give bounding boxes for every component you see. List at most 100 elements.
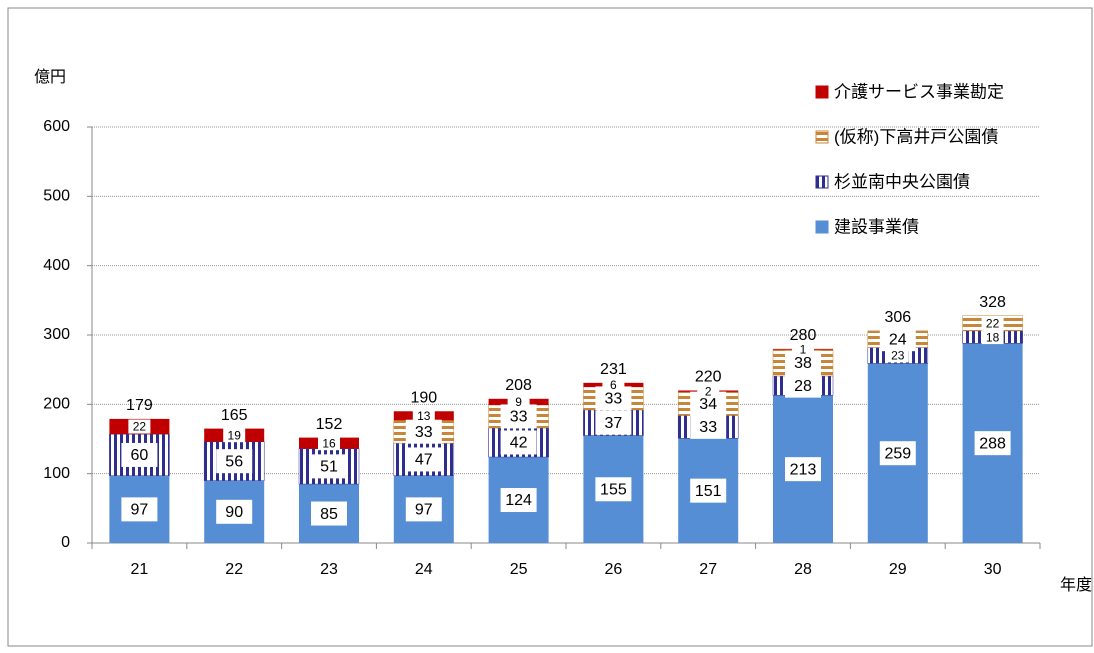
- value-label-bg: [223, 428, 246, 443]
- value-label-bg: [412, 408, 435, 423]
- value-label-bg: [690, 478, 727, 503]
- value-label: 151: [695, 483, 722, 500]
- value-label: 34: [699, 396, 717, 413]
- value-label-bg: [792, 342, 814, 357]
- value-label: 22: [986, 316, 1000, 330]
- x-tick-label: 22: [225, 561, 243, 578]
- total-label: 306: [884, 309, 911, 326]
- y-tick-label: 0: [61, 534, 70, 551]
- value-label-bg: [697, 384, 720, 399]
- x-axis-label: 年度: [1060, 576, 1092, 594]
- total-label: 190: [410, 389, 437, 406]
- value-label-bg: [405, 447, 442, 472]
- legend-label: 介護サービス事業勘定: [834, 82, 1004, 101]
- value-label-bg: [128, 419, 151, 434]
- value-label-bg: [595, 477, 632, 502]
- y-tick-label: 100: [43, 465, 70, 482]
- value-label: 85: [320, 506, 338, 523]
- value-label-bg: [318, 436, 340, 451]
- total-label: 231: [600, 361, 627, 378]
- y-tick-label: 400: [43, 257, 70, 274]
- value-label: 33: [699, 419, 717, 436]
- value-label: 51: [320, 459, 338, 476]
- value-label-bg: [500, 488, 537, 513]
- x-tick-label: 27: [699, 561, 717, 578]
- value-label: 33: [415, 424, 433, 441]
- y-tick-label: 600: [43, 118, 70, 135]
- value-label: 38: [794, 355, 812, 372]
- value-label-bg: [216, 499, 253, 524]
- value-label: 9: [515, 395, 522, 409]
- x-tick-label: 21: [131, 561, 149, 578]
- value-label: 33: [510, 409, 528, 426]
- value-label-bg: [595, 410, 632, 435]
- value-label: 60: [131, 447, 149, 464]
- value-label: 90: [225, 504, 243, 521]
- value-label: 18: [986, 330, 1000, 344]
- total-label: 152: [316, 416, 343, 433]
- total-label: 280: [790, 327, 817, 344]
- value-label: 16: [322, 436, 336, 450]
- total-label: 208: [505, 377, 532, 394]
- value-label: 13: [417, 409, 431, 423]
- value-label-bg: [879, 441, 916, 466]
- legend-marker: [815, 130, 829, 144]
- total-label: 328: [979, 294, 1006, 311]
- legend-label: 建設事業債: [834, 217, 919, 236]
- value-label: 23: [891, 349, 905, 363]
- value-label: 19: [228, 428, 242, 442]
- value-label: 2: [705, 384, 712, 398]
- legend-marker: [815, 85, 829, 99]
- value-label: 28: [794, 378, 812, 395]
- value-label-bg: [879, 327, 916, 352]
- value-label: 97: [131, 502, 149, 519]
- y-tick-label: 200: [43, 396, 70, 413]
- value-label: 6: [610, 378, 617, 392]
- x-tick-label: 23: [320, 561, 338, 578]
- x-tick-label: 29: [889, 561, 907, 578]
- y-tick-label: 300: [43, 326, 70, 343]
- value-label: 97: [415, 502, 433, 519]
- x-tick-label: 28: [794, 561, 812, 578]
- value-label: 213: [790, 461, 817, 478]
- value-label-bg: [405, 419, 442, 444]
- value-label-bg: [216, 449, 253, 474]
- value-label-bg: [500, 430, 537, 455]
- y-axis-label: 億円: [34, 68, 66, 86]
- x-tick-label: 25: [510, 561, 528, 578]
- value-label-bg: [405, 497, 442, 522]
- x-tick-label: 30: [984, 561, 1002, 578]
- value-label: 42: [510, 435, 528, 452]
- frame: [7, 7, 1093, 647]
- value-label: 288: [979, 435, 1006, 452]
- value-label-bg: [121, 497, 158, 522]
- value-label-bg: [311, 454, 347, 479]
- x-tick-label: 24: [415, 561, 433, 578]
- total-label: 179: [126, 397, 153, 414]
- value-label-bg: [602, 377, 625, 392]
- legend-marker: [815, 220, 829, 234]
- legend-label: 杉並南中央公園債: [834, 172, 970, 191]
- x-tick-label: 26: [605, 561, 623, 578]
- value-label-bg: [121, 442, 158, 467]
- value-label: 24: [889, 331, 907, 348]
- value-label-bg: [974, 431, 1011, 456]
- value-label-bg: [886, 348, 909, 363]
- value-label: 56: [225, 453, 243, 470]
- value-label: 47: [415, 452, 433, 469]
- value-label-bg: [785, 373, 821, 398]
- value-label: 22: [133, 420, 147, 434]
- value-label-bg: [981, 316, 1004, 331]
- value-label-bg: [981, 330, 1004, 345]
- value-label: 33: [605, 391, 623, 408]
- value-label: 37: [605, 415, 623, 432]
- value-label-bg: [690, 414, 727, 439]
- total-label: 220: [695, 369, 722, 386]
- value-label: 259: [884, 445, 911, 462]
- value-label-bg: [311, 501, 347, 526]
- total-label: 165: [221, 407, 248, 424]
- value-label-bg: [785, 457, 821, 482]
- value-label: 155: [600, 481, 627, 498]
